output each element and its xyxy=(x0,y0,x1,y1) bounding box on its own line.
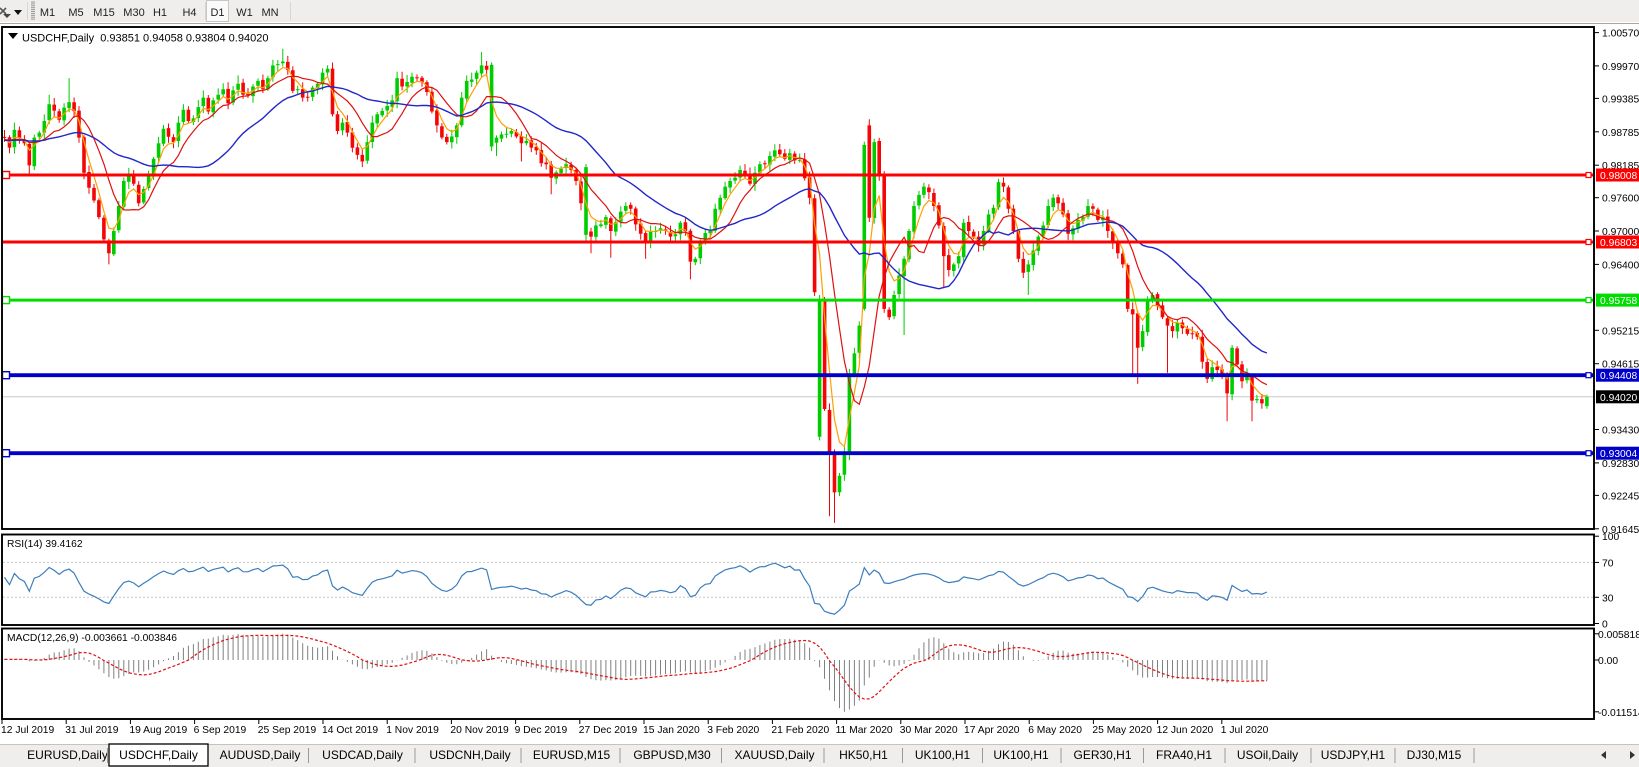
svg-text:70: 70 xyxy=(1602,558,1614,569)
svg-text:0.98008: 0.98008 xyxy=(1600,171,1637,182)
svg-text:30 Mar 2020: 30 Mar 2020 xyxy=(900,725,958,736)
svg-text:0.97600: 0.97600 xyxy=(1602,194,1639,205)
svg-text:USDCHF,Daily: USDCHF,Daily xyxy=(119,748,198,762)
svg-text:0.99970: 0.99970 xyxy=(1602,62,1639,73)
svg-text:21 Feb 2020: 21 Feb 2020 xyxy=(771,725,829,736)
svg-text:0.94020: 0.94020 xyxy=(1600,393,1637,404)
svg-text:27 Dec 2019: 27 Dec 2019 xyxy=(579,725,638,736)
svg-text:30: 30 xyxy=(1602,593,1614,604)
svg-text:0.98785: 0.98785 xyxy=(1602,128,1639,139)
svg-text:W1: W1 xyxy=(236,7,253,19)
svg-text:M1: M1 xyxy=(40,7,55,19)
svg-text:11 Mar 2020: 11 Mar 2020 xyxy=(836,725,893,736)
svg-text:1 Nov 2019: 1 Nov 2019 xyxy=(386,725,439,736)
svg-text:USDCHF,Daily 0.93851 0.94058: USDCHF,Daily 0.93851 0.94058 0.93804 0.9… xyxy=(22,33,268,45)
svg-text:RSI(14) 39.4162: RSI(14) 39.4162 xyxy=(7,539,83,550)
svg-text:USOil,Daily: USOil,Daily xyxy=(1237,748,1298,762)
svg-text:0.93430: 0.93430 xyxy=(1602,426,1639,437)
svg-text:25 Sep 2019: 25 Sep 2019 xyxy=(258,725,317,736)
svg-text:USDCNH,Daily: USDCNH,Daily xyxy=(429,748,510,762)
svg-text:6 May 2020: 6 May 2020 xyxy=(1028,725,1082,736)
svg-text:1.00570: 1.00570 xyxy=(1602,29,1639,40)
svg-text:UK100,H1: UK100,H1 xyxy=(993,748,1049,762)
svg-text:XAUUSD,Daily: XAUUSD,Daily xyxy=(734,748,814,762)
svg-text:0.95758: 0.95758 xyxy=(1600,296,1637,307)
svg-text:0.005818: 0.005818 xyxy=(1598,630,1639,641)
svg-text:H4: H4 xyxy=(182,7,196,19)
svg-text:M30: M30 xyxy=(123,7,144,19)
svg-text:H1: H1 xyxy=(153,7,167,19)
svg-text:HK50,H1: HK50,H1 xyxy=(839,748,888,762)
svg-text:FRA40,H1: FRA40,H1 xyxy=(1156,748,1212,762)
svg-text:0.95215: 0.95215 xyxy=(1602,326,1639,337)
svg-text:20 Nov 2019: 20 Nov 2019 xyxy=(450,725,509,736)
svg-text:6 Sep 2019: 6 Sep 2019 xyxy=(194,725,247,736)
svg-text:0.97000: 0.97000 xyxy=(1602,227,1639,238)
svg-text:USDCAD,Daily: USDCAD,Daily xyxy=(322,748,403,762)
svg-text:1 Jul 2020: 1 Jul 2020 xyxy=(1221,725,1269,736)
svg-text:0.94408: 0.94408 xyxy=(1600,371,1637,382)
svg-text:0.92245: 0.92245 xyxy=(1602,491,1639,502)
svg-text:0.96400: 0.96400 xyxy=(1602,260,1639,271)
svg-text:USDJPY,H1: USDJPY,H1 xyxy=(1321,748,1386,762)
svg-text:0.92830: 0.92830 xyxy=(1602,459,1639,470)
svg-text:14 Oct 2019: 14 Oct 2019 xyxy=(322,725,378,736)
svg-text:100: 100 xyxy=(1602,532,1619,543)
svg-text:0.91645: 0.91645 xyxy=(1602,525,1639,536)
svg-text:19 Aug 2019: 19 Aug 2019 xyxy=(129,725,187,736)
svg-text:M5: M5 xyxy=(68,7,83,19)
svg-text:12 Jun 2020: 12 Jun 2020 xyxy=(1157,725,1214,736)
svg-text:12 Jul 2019: 12 Jul 2019 xyxy=(1,725,55,736)
svg-text:0.00: 0.00 xyxy=(1598,656,1618,667)
svg-text:9 Dec 2019: 9 Dec 2019 xyxy=(515,725,568,736)
svg-text:0.96803: 0.96803 xyxy=(1600,238,1637,249)
svg-text:DJ30,M15: DJ30,M15 xyxy=(1407,748,1462,762)
svg-text:17 Apr 2020: 17 Apr 2020 xyxy=(964,725,1020,736)
svg-text:25 May 2020: 25 May 2020 xyxy=(1092,725,1152,736)
svg-text:0: 0 xyxy=(1602,620,1608,631)
svg-text:3 Feb 2020: 3 Feb 2020 xyxy=(707,725,759,736)
svg-text:0.94615: 0.94615 xyxy=(1602,360,1639,371)
svg-text:-0.011514: -0.011514 xyxy=(1598,708,1639,719)
svg-text:15 Jan 2020: 15 Jan 2020 xyxy=(643,725,700,736)
svg-text:MACD(12,26,9) -0.003661 -0.003: MACD(12,26,9) -0.003661 -0.003846 xyxy=(7,633,177,644)
svg-text:AUDUSD,Daily: AUDUSD,Daily xyxy=(220,748,301,762)
svg-text:0.99385: 0.99385 xyxy=(1602,94,1639,105)
svg-text:M15: M15 xyxy=(93,7,114,19)
svg-text:EURUSD,M15: EURUSD,M15 xyxy=(533,748,611,762)
svg-text:GER30,H1: GER30,H1 xyxy=(1073,748,1131,762)
svg-text:31 Jul 2019: 31 Jul 2019 xyxy=(65,725,119,736)
svg-text:UK100,H1: UK100,H1 xyxy=(915,748,971,762)
svg-text:0.93004: 0.93004 xyxy=(1600,449,1637,460)
svg-text:GBPUSD,M30: GBPUSD,M30 xyxy=(633,748,711,762)
svg-text:0.98185: 0.98185 xyxy=(1602,161,1639,172)
svg-text:MN: MN xyxy=(261,7,278,19)
svg-text:EURUSD,Daily: EURUSD,Daily xyxy=(27,748,108,762)
svg-text:D1: D1 xyxy=(210,7,224,19)
